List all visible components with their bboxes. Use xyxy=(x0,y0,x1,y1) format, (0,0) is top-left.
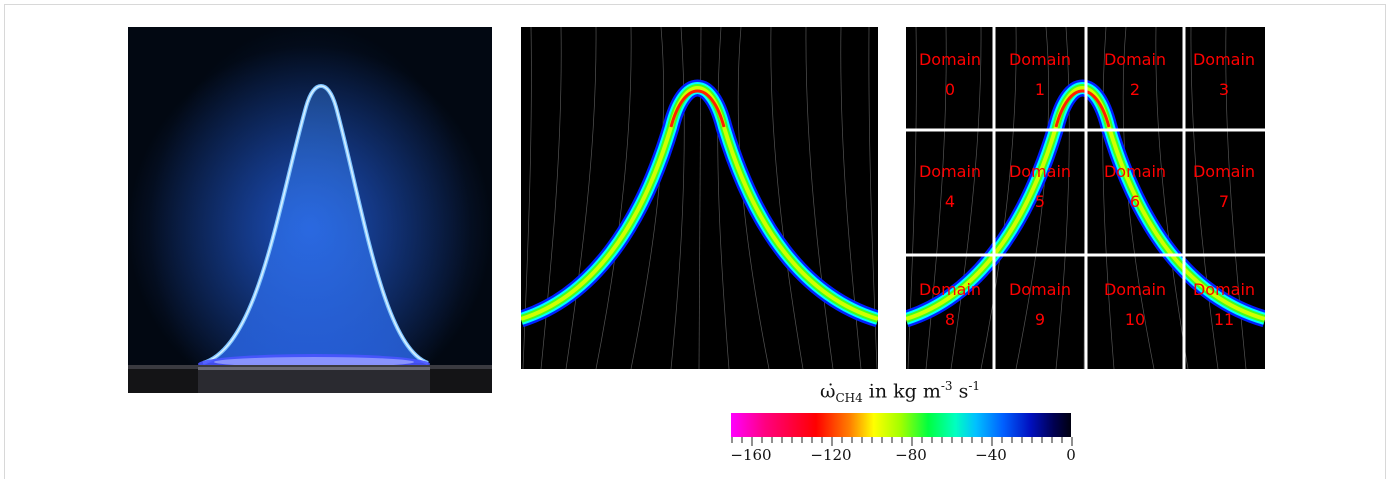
domain-label-number: 0 xyxy=(944,80,956,99)
domain-decomposition-graphic xyxy=(906,27,1265,369)
colorbar-tick-label: −160 xyxy=(730,446,772,464)
colorbar xyxy=(731,413,1071,437)
domain-label-4: Domain 4 xyxy=(906,157,995,217)
domain-label-word: Domain xyxy=(1008,280,1072,299)
domain-label-2: Domain 2 xyxy=(1090,45,1180,105)
domain-label-number: 5 xyxy=(1034,192,1046,211)
domain-label-word: Domain xyxy=(1103,280,1167,299)
domain-label-1: Domain 1 xyxy=(995,45,1085,105)
domain-label-word: Domain xyxy=(918,50,982,69)
colorbar-title-units-2: s xyxy=(952,380,969,403)
domain-label-word: Domain xyxy=(1192,280,1256,299)
domain-label-number: 2 xyxy=(1129,80,1141,99)
colorbar-title-exponent-1: -3 xyxy=(940,379,953,393)
domain-grid xyxy=(906,27,1265,369)
colorbar-tick-label: −80 xyxy=(895,446,927,464)
domain-label-6: Domain 6 xyxy=(1090,157,1180,217)
domain-label-number: 9 xyxy=(1034,310,1046,329)
domain-label-word: Domain xyxy=(918,162,982,181)
simulation-graphic xyxy=(521,27,878,369)
colorbar-tick-label: −40 xyxy=(975,446,1007,464)
colorbar-title-units: in kg m xyxy=(862,380,941,403)
domain-label-word: Domain xyxy=(1192,50,1256,69)
colorbar-tick-label: 0 xyxy=(1066,446,1076,464)
domain-label-number: 7 xyxy=(1218,192,1230,211)
domain-label-number: 3 xyxy=(1218,80,1230,99)
domain-label-word: Domain xyxy=(1103,162,1167,181)
figure-frame xyxy=(4,4,1386,479)
domain-label-10: Domain 10 xyxy=(1090,275,1180,335)
colorbar-title-exponent-2: -1 xyxy=(968,379,981,393)
domain-label-word: Domain xyxy=(1008,162,1072,181)
domain-label-word: Domain xyxy=(1192,162,1256,181)
simulation-panel xyxy=(521,27,878,369)
domain-label-5: Domain 5 xyxy=(995,157,1085,217)
colorbar-title: ω̇CH4 in kg m-3 s-1 xyxy=(730,379,1070,405)
flame-photo xyxy=(128,27,492,393)
colorbar-tick-label: −120 xyxy=(810,446,852,464)
domain-label-number: 11 xyxy=(1213,310,1235,329)
domain-label-number: 1 xyxy=(1034,80,1046,99)
domain-label-word: Domain xyxy=(1008,50,1072,69)
domain-label-number: 4 xyxy=(944,192,956,211)
domain-label-word: Domain xyxy=(1103,50,1167,69)
domain-decomposition-panel: Domain 0 Domain 1 Domain 2 Domain 3 Domain 4 Domai… xyxy=(906,27,1265,369)
domain-label-number: 8 xyxy=(944,310,956,329)
domain-label-9: Domain 9 xyxy=(995,275,1085,335)
domain-label-7: Domain 7 xyxy=(1179,157,1265,217)
domain-label-word: Domain xyxy=(918,280,982,299)
domain-label-11: Domain 11 xyxy=(1179,275,1265,335)
domain-label-number: 10 xyxy=(1124,310,1146,329)
domain-label-number: 6 xyxy=(1129,192,1141,211)
colorbar-title-subscript: CH4 xyxy=(835,391,863,406)
domain-label-0: Domain 0 xyxy=(906,45,995,105)
domain-label-3: Domain 3 xyxy=(1179,45,1265,105)
domain-label-8: Domain 8 xyxy=(906,275,995,335)
colorbar-ticks xyxy=(731,437,1073,446)
colorbar-title-symbol: ω̇ xyxy=(819,380,836,403)
flame-photo-graphic xyxy=(128,27,492,393)
